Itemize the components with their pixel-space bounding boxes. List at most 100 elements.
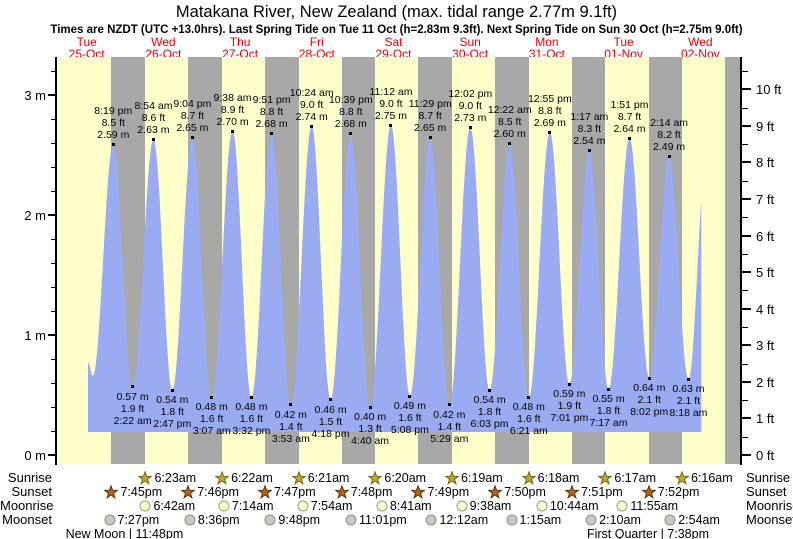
sunset-time: 7:45pm [120, 485, 163, 499]
low-tide-label: 0.64 m 2.1 ft 8:02 pm [630, 382, 668, 418]
left-axis-tick [48, 214, 57, 216]
astro-marker: 6:22am [215, 471, 273, 485]
moonrise-icon [616, 500, 628, 512]
right-axis-minor-tick [742, 253, 748, 255]
high-tide-label: 12:02 pm 9.0 ft 2.73 m [448, 88, 492, 124]
moonset-time: 8:36pm [197, 513, 240, 527]
high-tide-label-line: 2.65 m [414, 122, 447, 134]
sunrise-time: 6:17am [614, 471, 657, 485]
left-axis-tick [48, 334, 57, 336]
right-axis-tick [742, 344, 751, 347]
sunrise-time: 6:21am [307, 471, 350, 485]
high-tide-label-line: 11:12 am [369, 86, 413, 98]
moonset-icon [585, 514, 597, 526]
high-tide-label: 11:12 am 9.0 ft 2.75 m [369, 86, 412, 122]
right-axis-tick-label: 8 ft [756, 155, 775, 171]
moonset-icon [664, 514, 676, 526]
sunset-caption-left: Sunset [11, 484, 52, 499]
sunrise-icon [138, 471, 153, 485]
astro-marker: 7:14am [218, 499, 274, 513]
day-label: Mon 31-Oct [528, 36, 565, 61]
astro-marker: 6:42am [139, 499, 195, 513]
day-label-date: 26-Oct [145, 46, 182, 61]
right-axis-tick-label: 10 ft [756, 82, 782, 98]
low-tide-label: 0.63 m 2.1 ft 8:18 am [669, 383, 707, 419]
day-label-weekday: Sat [384, 35, 403, 49]
day-label-weekday: Sun [459, 35, 481, 49]
astro-marker: 6:18am [521, 471, 580, 485]
high-tide-label-line: 2.68 m [334, 118, 367, 131]
low-tide-label: 0.54 m 1.8 ft 2:47 pm [153, 394, 191, 430]
moonrise-time: 10:44am [549, 499, 599, 513]
astro-marker: 6:20am [368, 471, 426, 485]
high-tide-label-line: 11:29 pm [408, 98, 452, 110]
day-label: Wed 02-Nov [681, 36, 720, 60]
low-tide-dot [368, 405, 372, 409]
low-tide-label-line: 1.9 ft [120, 402, 145, 415]
low-tide-label-line: 0.55 m [592, 393, 625, 405]
low-tide-label-line: 2:47 pm [153, 418, 192, 431]
high-tide-dot [389, 123, 393, 127]
low-tide-label-line: 8:02 pm [630, 406, 669, 419]
low-tide-label: 0.48 m 1.6 ft 3:32 pm [232, 401, 270, 437]
day-label: Sat 29-Oct [375, 35, 411, 60]
low-tide-dot [170, 388, 174, 392]
day-label-date: 31-Oct [528, 46, 565, 61]
day-label-weekday: Tue [76, 35, 97, 49]
high-tide-label-line: 9.0 ft [299, 99, 324, 112]
high-tide-label-line: 9.0 ft [458, 100, 482, 113]
high-tide-label-line: 9:04 pm [173, 98, 212, 110]
high-tide-dot [111, 142, 115, 146]
sunrise-icon [674, 471, 689, 485]
left-axis-tick-label: 3 m [24, 88, 46, 103]
night-band [725, 57, 740, 464]
high-tide-label: 12:55 pm 8.8 ft 2.69 m [528, 93, 572, 129]
sunset-icon [181, 485, 196, 499]
right-axis-tick-label: 0 ft [756, 448, 775, 463]
sunset-time: 7:51pm [580, 485, 623, 499]
low-tide-label-line: 7:17 am [589, 417, 628, 429]
low-tide-label-line: 0.54 m [473, 394, 506, 407]
spring-tide-subtitle: Times are NZDT (UTC +13.0hrs). Last Spri… [50, 24, 743, 36]
right-axis-minor-tick [742, 217, 748, 219]
low-tide-dot [447, 403, 451, 407]
low-tide-label: 0.42 m 1.4 ft 3:53 am [272, 409, 310, 445]
right-axis-minor-tick [742, 70, 748, 72]
sunset-icon [411, 485, 426, 499]
right-axis-tick-label: 9 ft [756, 118, 775, 134]
astro-marker: 2:10am [585, 513, 641, 527]
sunrise-icon [598, 471, 613, 485]
moonset-time: 12:12am [439, 513, 489, 527]
high-tide-label-line: 8.5 ft [101, 117, 125, 130]
sunrise-time: 6:18am [537, 471, 580, 485]
left-axis-minor-tick [51, 431, 57, 432]
right-axis-minor-tick [742, 290, 748, 292]
high-tide-label-line: 8.3 ft [577, 123, 602, 136]
astro-marker: 11:55am [616, 499, 678, 513]
high-tide-label-line: 2.54 m [573, 135, 606, 148]
left-axis-minor-tick [51, 359, 57, 360]
left-axis-minor-tick [51, 239, 57, 240]
high-tide-dot [667, 154, 671, 158]
day-label: Wed 26-Oct [145, 36, 182, 61]
moonset-time: 2:54am [678, 513, 720, 527]
high-tide-label-line: 8.2 ft [657, 129, 681, 142]
right-axis-minor-tick [742, 180, 748, 182]
high-tide-label: 10:39 pm 8.8 ft 2.68 m [329, 94, 373, 130]
astro-marker: 6:23am [138, 471, 196, 485]
moonset-icon [345, 514, 357, 526]
low-tide-dot [527, 395, 531, 399]
high-tide-label-line: 10:39 pm [328, 94, 373, 107]
high-tide-label-line: 9.0 ft [379, 98, 403, 110]
moonset-time: 1:15am [519, 513, 562, 527]
high-tide-label-line: 2.73 m [454, 112, 487, 125]
day-label-date: 30-Oct [452, 46, 489, 61]
moonset-icon [184, 514, 196, 526]
high-tide-dot [548, 130, 552, 134]
low-tide-label-line: 1.8 ft [477, 406, 502, 419]
sunset-icon [257, 485, 272, 499]
high-tide-label: 8:54 am 8.6 ft 2.63 m [135, 100, 173, 136]
moonrise-time: 11:55am [630, 499, 679, 513]
right-axis-tick [742, 234, 751, 237]
high-tide-label-line: 9:51 pm [252, 94, 291, 107]
